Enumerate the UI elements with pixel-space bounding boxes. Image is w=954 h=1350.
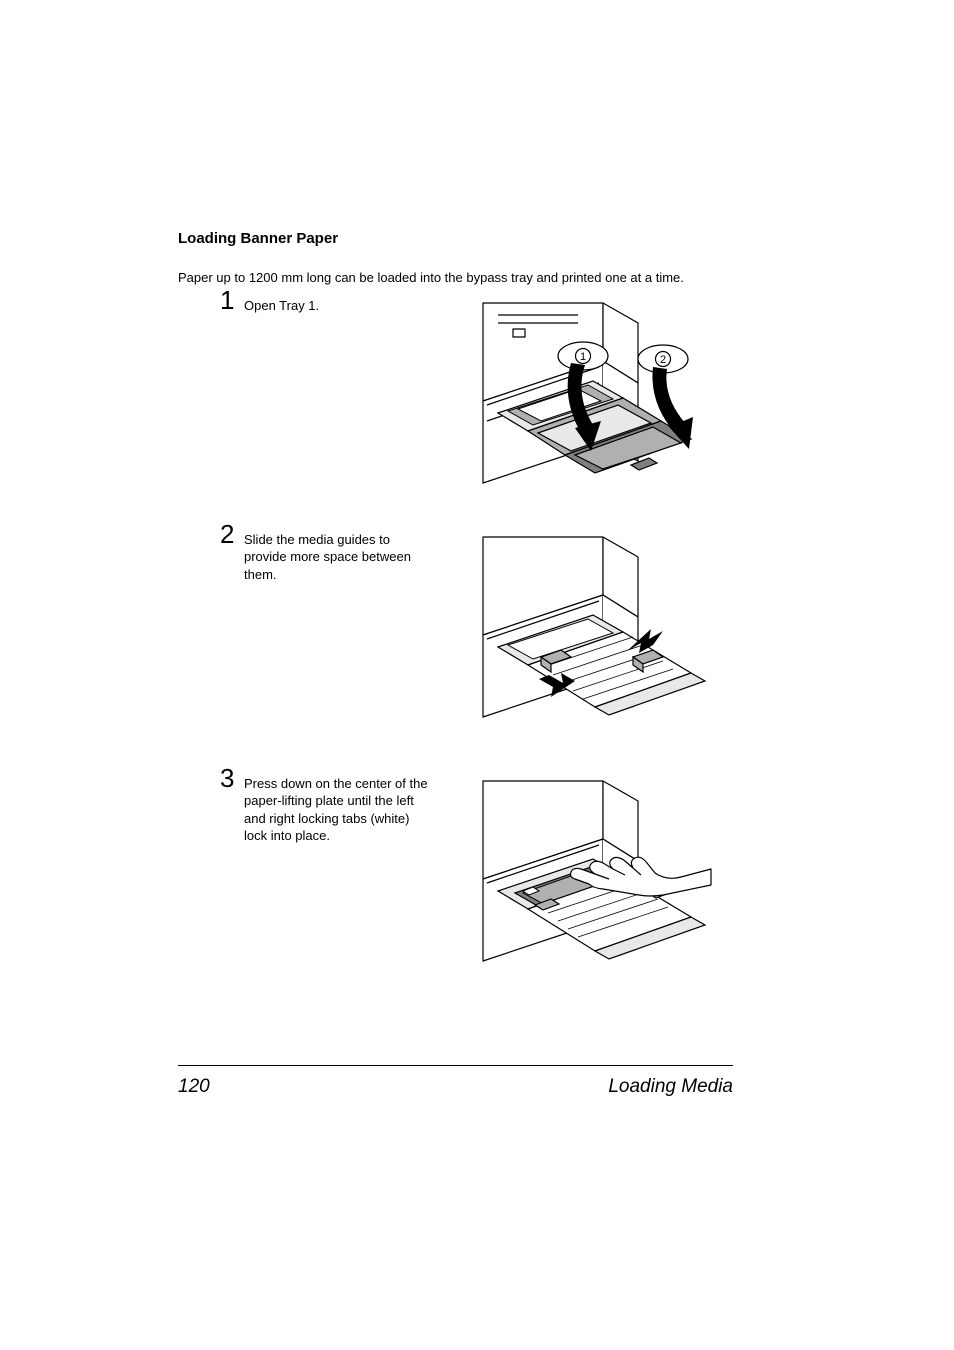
step-2-illustration xyxy=(453,527,713,742)
step-1: 1 Open Tray 1. xyxy=(178,293,733,513)
step-2: 2 Slide the media guides to provide more… xyxy=(178,527,733,757)
footer-title: Loading Media xyxy=(608,1076,733,1098)
step-1-number: 1 xyxy=(220,285,234,316)
section-heading: Loading Banner Paper xyxy=(178,230,733,247)
step-2-text: Slide the media guides to provide more s… xyxy=(244,531,434,584)
step-3-number: 3 xyxy=(220,763,234,794)
intro-text: Paper up to 1200 mm long can be loaded i… xyxy=(178,269,733,287)
step-3-illustration xyxy=(453,771,713,986)
svg-text:2: 2 xyxy=(660,354,666,366)
page-content: Loading Banner Paper Paper up to 1200 mm… xyxy=(178,230,733,1015)
step-3-text: Press down on the center of the paper-li… xyxy=(244,775,434,845)
step-1-illustration: 1 2 xyxy=(453,293,713,508)
page-number: 120 xyxy=(178,1076,210,1098)
step-2-number: 2 xyxy=(220,519,234,550)
footer-rule xyxy=(178,1065,733,1066)
step-3: 3 Press down on the center of the paper-… xyxy=(178,771,733,1001)
svg-text:1: 1 xyxy=(580,351,586,363)
